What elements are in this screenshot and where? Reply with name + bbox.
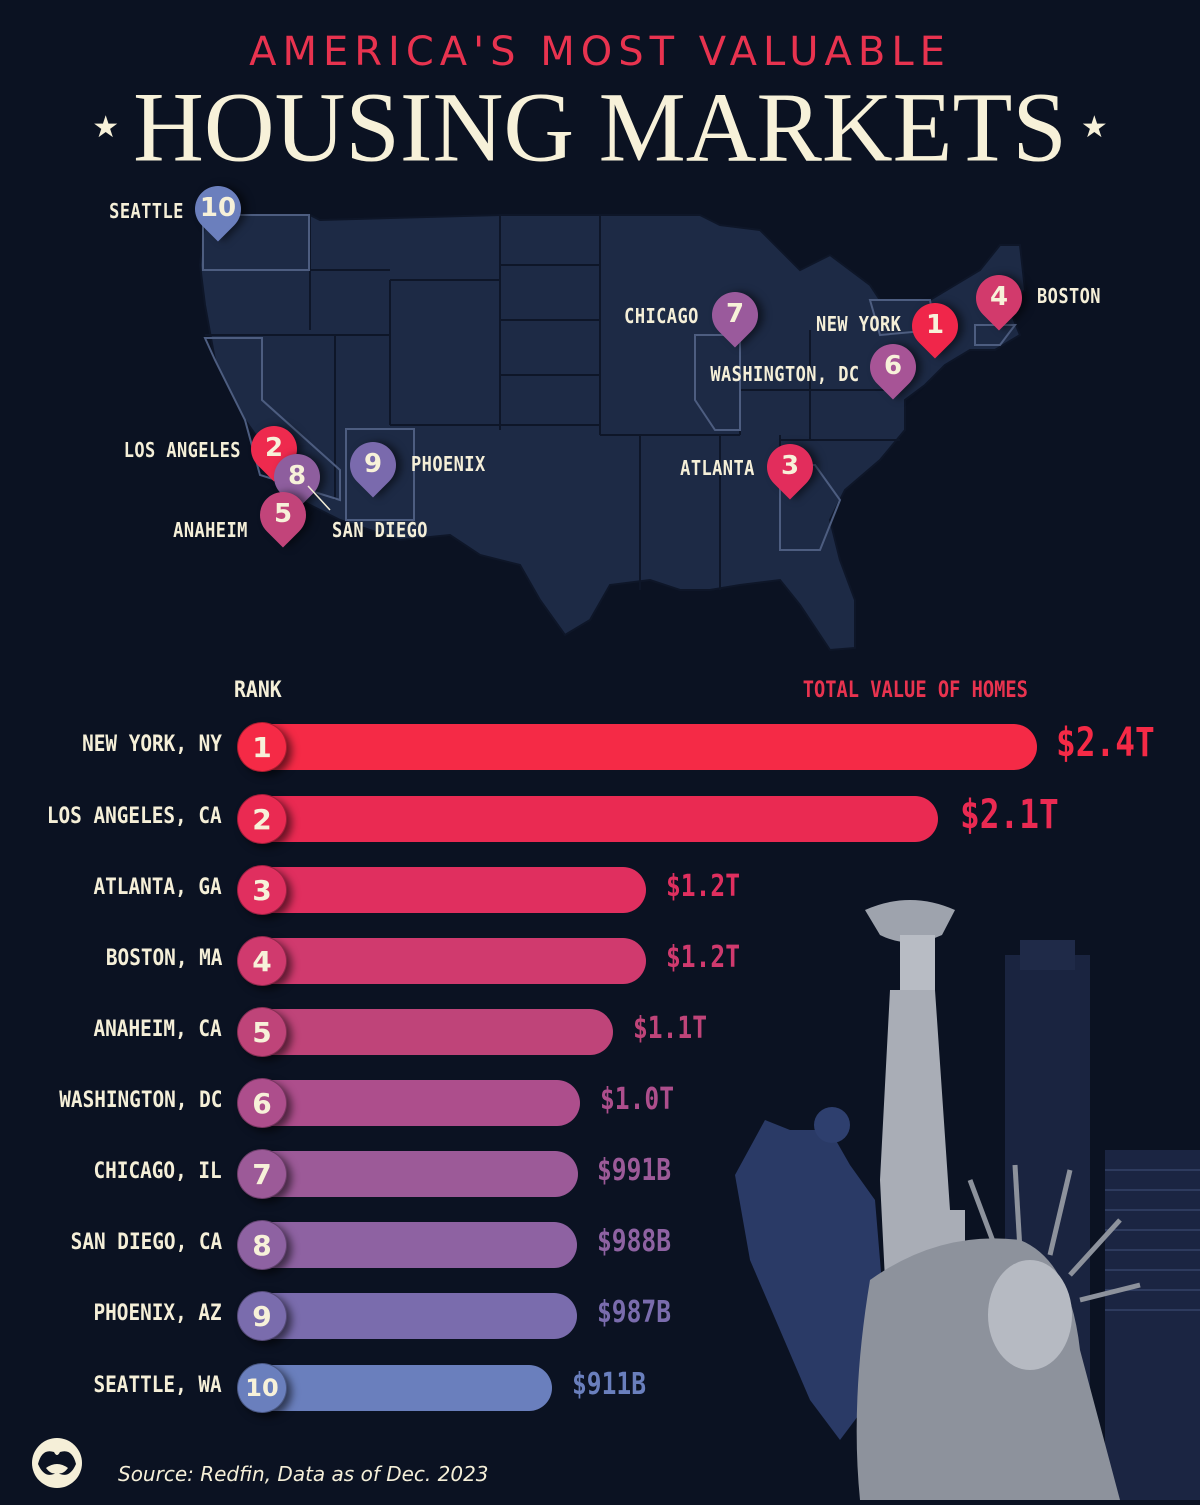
value-label: $988B	[597, 1224, 672, 1259]
pin-label-seattle: SEATTLE	[109, 199, 184, 223]
city-name: ANAHEIM, CA	[93, 1017, 222, 1042]
table-row: CHICAGO, IL 7 $991B	[0, 1149, 1200, 1199]
footer: Source: Redfin, Data as of Dec. 2023	[30, 1438, 630, 1488]
value-label: $1.2T	[666, 869, 741, 904]
table-row: PHOENIX, AZ 9 $987B	[0, 1291, 1200, 1341]
value-bar	[262, 796, 938, 842]
table-headers: RANK TOTAL VALUE OF HOMES	[0, 678, 1200, 708]
table-row: SEATTLE, WA 10 $911B	[0, 1363, 1200, 1413]
rank-badge: 7	[237, 1149, 287, 1199]
san-diego-leader-line	[307, 485, 331, 511]
city-name: WASHINGTON, DC	[58, 1088, 222, 1113]
us-map: SEATTLE 10 CHICAGO 7 NEW YORK 1 BOSTON 4…	[0, 176, 1200, 660]
map-pin-chicago[interactable]: 7	[702, 282, 768, 350]
pin-label-los-angeles: LOS ANGELES	[123, 438, 241, 462]
value-bar	[262, 1222, 577, 1268]
map-pin-los-angeles[interactable]: 2	[241, 416, 307, 484]
map-pin-new-york[interactable]: 1	[902, 293, 968, 361]
pin-label-new-york: NEW YORK	[815, 312, 901, 336]
statue-of-liberty-icon	[735, 900, 1200, 1500]
city-name: CHICAGO, IL	[93, 1159, 222, 1184]
table-row: ATLANTA, GA 3 $1.2T	[0, 865, 1200, 915]
value-bar	[262, 1080, 580, 1126]
value-label: $1.1T	[633, 1011, 708, 1046]
city-name: NEW YORK, NY	[82, 732, 222, 757]
value-label: $2.1T	[960, 792, 1059, 838]
map-pin-washington-dc[interactable]: 6	[860, 334, 926, 402]
rank-badge: 9	[237, 1291, 287, 1341]
map-pin-san-diego[interactable]: 8	[264, 444, 330, 512]
value-label: $2.4T	[1056, 720, 1155, 766]
rank-badge: 4	[237, 936, 287, 986]
pin-label-phoenix: PHOENIX	[411, 452, 486, 476]
subtitle: AMERICA'S MOST VALUABLE	[249, 29, 951, 75]
table-row: BOSTON, MA 4 $1.2T	[0, 936, 1200, 986]
value-bar	[262, 1365, 552, 1411]
rank-badge: 10	[237, 1363, 287, 1413]
title-row: ★ HOUSING MARKETS ★	[0, 72, 1200, 184]
statue-illustration	[720, 880, 1200, 1500]
star-icon: ★	[92, 111, 120, 144]
city-name: ATLANTA, GA	[93, 875, 222, 900]
rank-badge: 3	[237, 865, 287, 915]
star-icon: ★	[1080, 111, 1108, 144]
value-bar	[262, 938, 646, 984]
city-name: PHOENIX, AZ	[93, 1301, 222, 1326]
map-pin-anaheim[interactable]: 5	[250, 482, 316, 550]
pin-label-anaheim: ANAHEIM	[173, 518, 248, 542]
value-bar	[262, 1151, 578, 1197]
pin-label-san-diego: SAN DIEGO	[332, 518, 428, 542]
rank-badge: 8	[237, 1220, 287, 1270]
rank-badge: 5	[237, 1007, 287, 1057]
map-pin-boston[interactable]: 4	[966, 265, 1032, 333]
value-label: $911B	[572, 1367, 647, 1402]
value-header: TOTAL VALUE OF HOMES	[802, 678, 1028, 703]
table-row: WASHINGTON, DC 6 $1.0T	[0, 1078, 1200, 1128]
table-row: LOS ANGELES, CA 2 $2.1T	[0, 792, 1200, 844]
value-bar	[262, 1009, 613, 1055]
value-bar	[262, 1293, 577, 1339]
table-row: NEW YORK, NY 1 $2.4T	[0, 720, 1200, 772]
value-label: $987B	[597, 1295, 672, 1330]
value-label: $991B	[597, 1153, 672, 1188]
pin-label-boston: BOSTON	[1037, 284, 1101, 308]
city-name: LOS ANGELES, CA	[47, 804, 222, 829]
page-title: HOUSING MARKETS	[133, 72, 1067, 184]
map-pin-seattle[interactable]: 10	[185, 176, 251, 244]
pin-label-washington-dc: WASHINGTON, DC	[710, 362, 860, 386]
logo-icon	[32, 1438, 82, 1488]
us-map-shape	[198, 214, 1027, 652]
city-name: SAN DIEGO, CA	[70, 1230, 222, 1255]
rank-header: RANK	[234, 678, 282, 703]
map-pin-phoenix[interactable]: 9	[340, 432, 406, 500]
value-label: $1.0T	[600, 1082, 675, 1117]
pin-label-chicago: CHICAGO	[624, 304, 699, 328]
map-pin-atlanta[interactable]: 3	[757, 434, 823, 502]
city-name: SEATTLE, WA	[93, 1373, 222, 1398]
source-text: Source: Redfin, Data as of Dec. 2023	[118, 1462, 489, 1486]
rank-badge: 1	[237, 722, 287, 772]
city-name: BOSTON, MA	[105, 946, 222, 971]
pin-label-atlanta: ATLANTA	[680, 456, 755, 480]
rank-badge: 2	[237, 794, 287, 844]
table-row: SAN DIEGO, CA 8 $988B	[0, 1220, 1200, 1270]
rank-badge: 6	[237, 1078, 287, 1128]
value-bar	[262, 724, 1037, 770]
value-bar	[262, 867, 646, 913]
table-row: ANAHEIM, CA 5 $1.1T	[0, 1007, 1200, 1057]
value-label: $1.2T	[666, 940, 741, 975]
